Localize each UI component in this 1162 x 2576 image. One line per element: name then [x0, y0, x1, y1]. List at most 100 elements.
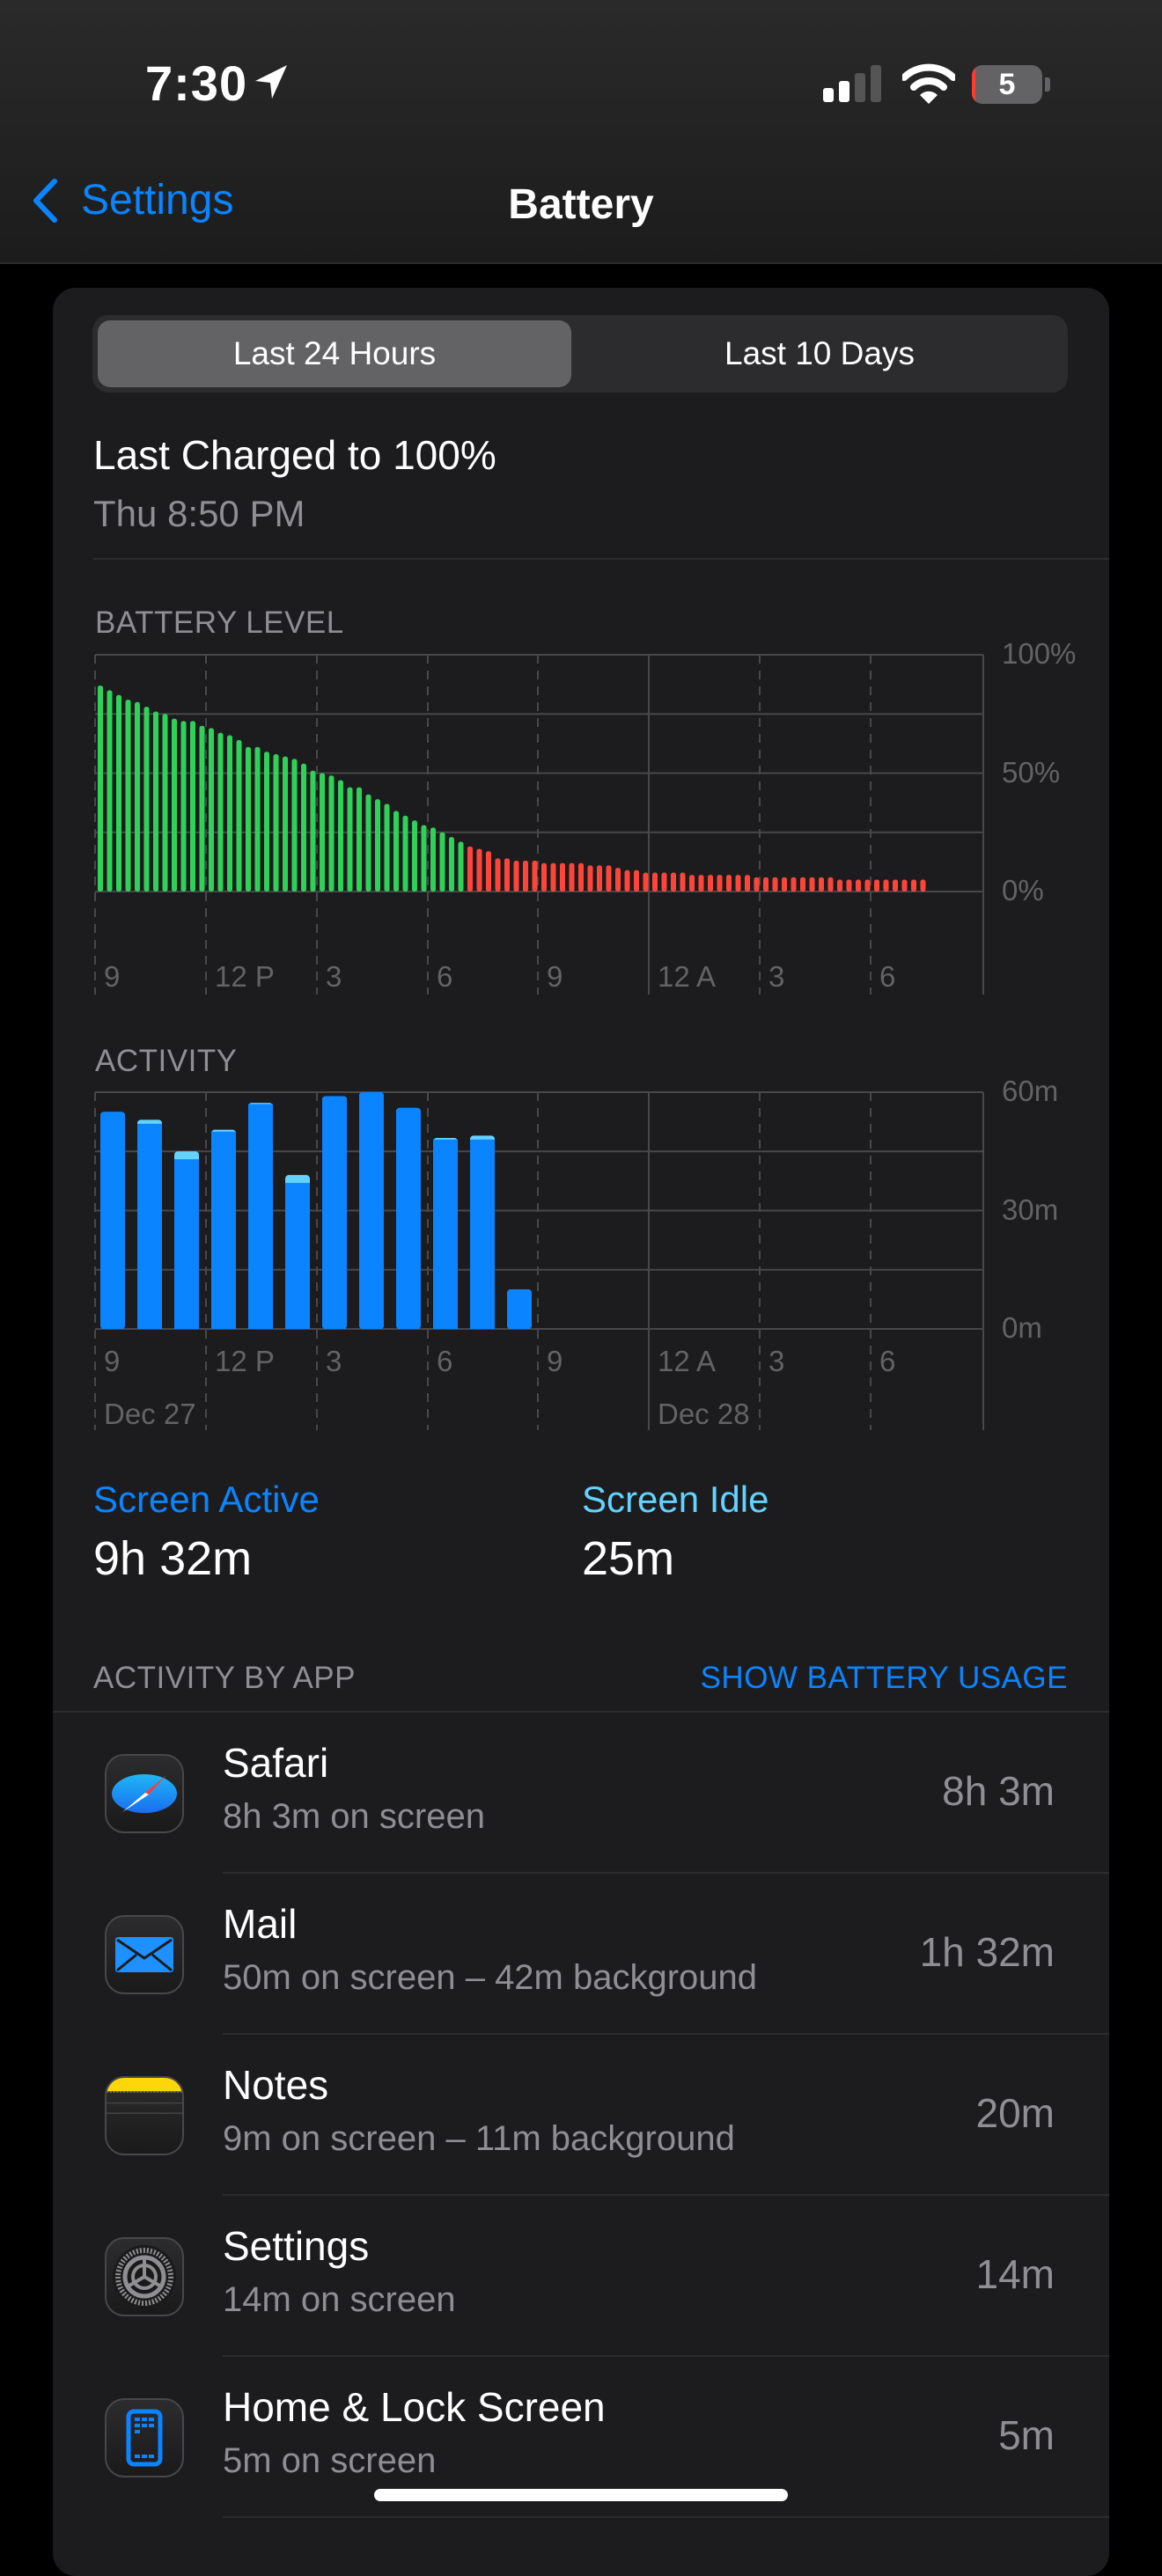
- header: [0, 0, 1162, 264]
- battery-bar: [430, 827, 436, 892]
- battery-bar: [856, 879, 861, 892]
- battery-bar: [671, 872, 676, 892]
- app-total: 5m: [998, 2412, 1055, 2458]
- battery-bar: [550, 862, 556, 892]
- activity-label: ACTIVITY: [95, 1044, 238, 1078]
- battery-bar: [291, 759, 298, 892]
- app-row-notes[interactable]: Notes 9m on screen – 11m background 20m: [53, 2035, 1109, 2196]
- x-tick-label: 6: [879, 1345, 896, 1377]
- divider: [93, 558, 1109, 560]
- battery-bar: [735, 875, 741, 892]
- date-label: Dec 28: [658, 1398, 750, 1430]
- y-tick-label: 100%: [1002, 637, 1077, 670]
- battery-bar: [846, 879, 852, 892]
- app-row-safari[interactable]: Safari 8h 3m on screen 8h 3m: [53, 1713, 1109, 1874]
- app-total: 20m: [975, 2090, 1055, 2136]
- tab-last-24-hours[interactable]: Last 24 Hours: [98, 320, 571, 387]
- y-tick-label: 60m: [1002, 1075, 1059, 1107]
- app-row-settings[interactable]: Settings 14m on screen 14m: [53, 2196, 1109, 2357]
- battery-bar: [180, 721, 187, 892]
- x-tick-label: 12 P: [215, 960, 275, 993]
- battery-bar: [523, 861, 528, 892]
- battery-bar: [864, 879, 871, 892]
- back-button[interactable]: Settings: [32, 176, 233, 224]
- battery-bar: [643, 872, 649, 892]
- app-detail: 9m on screen – 11m background: [223, 2119, 735, 2158]
- battery-bar: [384, 804, 390, 892]
- row-divider: [223, 2194, 1109, 2196]
- active-bar: [433, 1139, 458, 1329]
- charts: [94, 654, 984, 1430]
- battery-bar: [135, 701, 140, 892]
- battery-bar: [476, 848, 482, 892]
- location-arrow-icon: [255, 65, 287, 99]
- battery-bar: [893, 879, 898, 892]
- battery-bar: [745, 875, 750, 892]
- battery-tip: [1045, 77, 1050, 92]
- x-tick-label: 9: [104, 960, 121, 993]
- active-bar: [137, 1123, 162, 1329]
- battery-bar: [698, 875, 704, 892]
- battery-bar: [837, 879, 842, 892]
- battery-bar: [153, 711, 158, 892]
- active-bar: [396, 1107, 421, 1329]
- battery-bar: [569, 862, 575, 892]
- x-tick-label: 3: [769, 1345, 785, 1377]
- app-name: Notes: [223, 2062, 329, 2108]
- battery-bar: [310, 770, 316, 892]
- battery-bar: [606, 865, 612, 892]
- battery-bar: [217, 732, 224, 892]
- y-tick-label: 30m: [1002, 1193, 1059, 1226]
- notes-icon: [105, 2076, 184, 2155]
- battery-bar: [365, 794, 371, 892]
- battery-bar: [467, 846, 473, 892]
- time-range-segmented-control: Last 24 Hours Last 10 Days: [92, 315, 1068, 393]
- battery-bar: [402, 815, 408, 892]
- app-name: Safari: [223, 1740, 329, 1786]
- mail-icon: [105, 1915, 184, 1994]
- battery-bar: [125, 700, 131, 892]
- battery-bar: [273, 753, 279, 892]
- x-tick-label: 9: [547, 960, 563, 993]
- status-time: 7:30: [145, 55, 248, 111]
- battery-bar: [883, 879, 889, 892]
- battery-bar: [634, 870, 639, 892]
- x-tick-label: 12 A: [658, 960, 717, 993]
- battery-bar: [283, 756, 288, 892]
- battery-bar: [661, 872, 667, 892]
- battery-bar: [439, 832, 445, 892]
- last-charged-time: Thu 8:50 PM: [93, 493, 305, 534]
- activity-by-app-label: ACTIVITY BY APP: [93, 1661, 356, 1695]
- x-tick-label: 12 A: [658, 1345, 717, 1377]
- battery-bar: [199, 725, 205, 892]
- battery-bar: [301, 763, 306, 892]
- row-divider: [223, 2516, 1109, 2518]
- battery-bar: [504, 858, 510, 892]
- app-row-mail[interactable]: Mail 50m on screen – 42m background 1h 3…: [53, 1874, 1109, 2035]
- row-divider: [223, 1872, 1109, 1874]
- battery-bar: [541, 862, 547, 892]
- app-detail: 8h 3m on screen: [223, 1797, 485, 1836]
- back-label: Settings: [81, 177, 234, 224]
- show-battery-usage-button[interactable]: SHOW BATTERY USAGE: [700, 1661, 1068, 1695]
- battery-bar: [587, 865, 593, 892]
- battery-bar: [763, 877, 769, 892]
- y-tick-label: 0%: [1002, 874, 1044, 906]
- last-charged-title: Last Charged to 100%: [93, 432, 496, 478]
- active-bar: [211, 1131, 236, 1329]
- home-indicator[interactable]: [374, 2489, 788, 2501]
- active-bar: [248, 1104, 273, 1329]
- page-title: Battery: [508, 181, 654, 228]
- battery-bar: [717, 875, 723, 892]
- battery-bar: [143, 707, 150, 892]
- tab-last-10-days[interactable]: Last 10 Days: [724, 335, 915, 371]
- screen-idle-label: Screen Idle: [582, 1479, 769, 1520]
- battery-bar: [320, 773, 325, 892]
- app-row-home-lock-screen[interactable]: Home & Lock Screen 5m on screen 5m: [53, 2357, 1109, 2518]
- battery-bar: [819, 877, 824, 892]
- app-name: Mail: [223, 1901, 298, 1947]
- battery-bar: [827, 877, 834, 892]
- battery-bar: [597, 865, 602, 892]
- battery-bar: [624, 870, 630, 892]
- battery-bar: [809, 877, 815, 892]
